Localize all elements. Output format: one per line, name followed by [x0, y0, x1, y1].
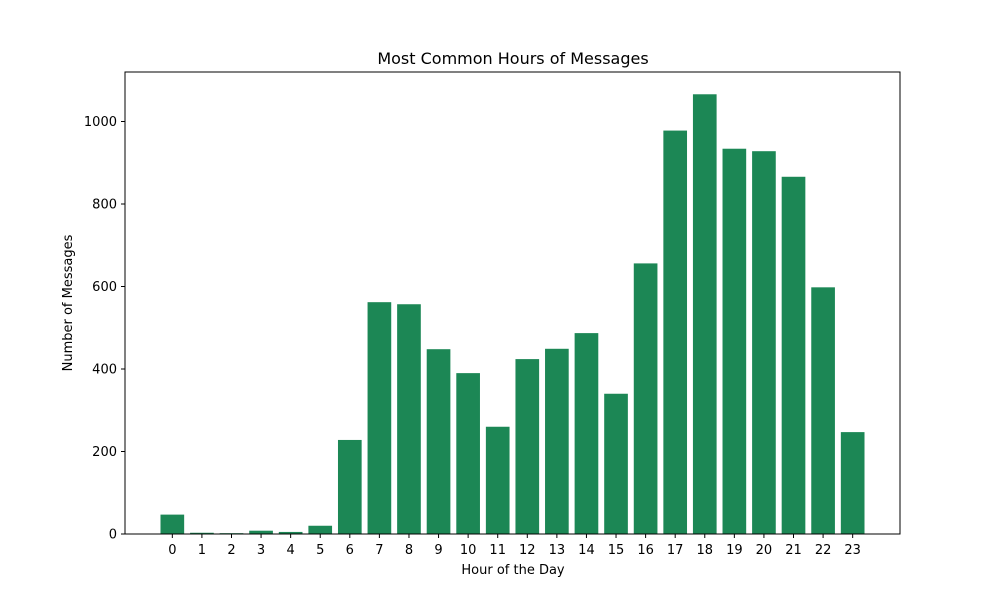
x-tick-label: 23 — [844, 543, 861, 558]
x-tick-label: 12 — [519, 543, 536, 558]
x-tick-label: 7 — [375, 543, 383, 558]
y-axis-label: Number of Messages — [61, 234, 76, 371]
bar-hour-12 — [515, 359, 540, 534]
chart-title: Most Common Hours of Messages — [377, 49, 648, 68]
x-tick-label: 5 — [316, 543, 324, 558]
bar-hour-3 — [249, 530, 273, 534]
x-tick-label: 13 — [549, 543, 566, 558]
x-tick-label: 1 — [198, 543, 206, 558]
x-tick-label: 16 — [637, 543, 654, 558]
bar-hour-9 — [426, 349, 451, 534]
x-tick-label: 0 — [168, 543, 176, 558]
y-tick-label: 0 — [109, 528, 117, 543]
bar-hour-6 — [337, 439, 362, 534]
y-tick-label: 600 — [92, 280, 117, 295]
bar-hour-17 — [663, 130, 688, 534]
x-axis-ticks: 0 1 2 3 4 5 6 7 8 9 10 11 12 13 14 15 16 17 18 19 20 21 22 23 — [168, 534, 861, 558]
bar-hour-7 — [367, 302, 392, 534]
y-axis-ticks: 0 200 400 600 800 1000 — [84, 115, 125, 543]
bar-hour-0 — [160, 514, 185, 534]
x-tick-label: 11 — [489, 543, 506, 558]
y-tick-label: 1000 — [84, 115, 117, 130]
x-tick-label: 19 — [726, 543, 743, 558]
x-tick-label: 14 — [578, 543, 595, 558]
y-tick-label: 800 — [92, 198, 117, 213]
bar-hour-23 — [840, 432, 865, 534]
x-tick-label: 21 — [785, 543, 802, 558]
x-tick-label: 10 — [460, 543, 477, 558]
y-tick-label: 400 — [92, 363, 117, 378]
bar-hour-18 — [692, 94, 717, 535]
bars-group — [160, 94, 865, 535]
bar-hour-21 — [781, 176, 806, 534]
bar-hour-14 — [574, 333, 599, 534]
bar-hour-20 — [752, 151, 776, 534]
bar-hour-19 — [722, 148, 747, 534]
bar-hour-15 — [604, 393, 628, 534]
plot-frame — [124, 71, 901, 535]
bar-hour-13 — [545, 348, 569, 534]
x-tick-label: 8 — [405, 543, 413, 558]
x-tick-label: 6 — [346, 543, 354, 558]
bar-hour-22 — [811, 287, 835, 534]
bar-hour-11 — [485, 426, 510, 534]
x-tick-label: 15 — [608, 543, 625, 558]
x-tick-label: 20 — [756, 543, 773, 558]
bar-hour-1 — [190, 532, 214, 534]
bar-hour-5 — [308, 525, 333, 534]
y-tick-label: 200 — [92, 445, 117, 460]
x-tick-label: 9 — [434, 543, 442, 558]
x-tick-label: 22 — [815, 543, 832, 558]
x-tick-label: 18 — [696, 543, 713, 558]
bar-hour-10 — [456, 373, 480, 534]
x-axis-label: Hour of the Day — [461, 563, 565, 578]
x-tick-label: 2 — [227, 543, 235, 558]
x-tick-label: 4 — [287, 543, 295, 558]
bar-hour-16 — [633, 263, 658, 534]
bar-hour-8 — [397, 304, 421, 534]
bar-hour-4 — [278, 531, 303, 534]
x-tick-label: 3 — [257, 543, 265, 558]
x-tick-label: 17 — [667, 543, 684, 558]
